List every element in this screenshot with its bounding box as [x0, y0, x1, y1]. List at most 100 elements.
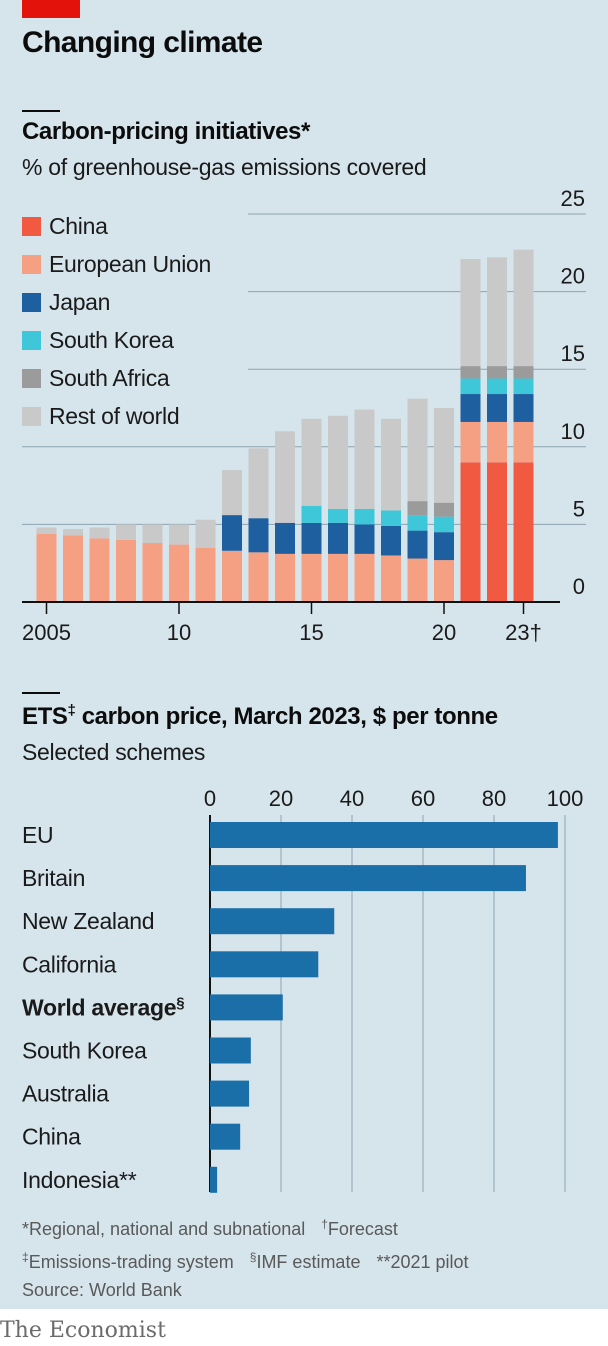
bar-european-union-2011: [195, 547, 216, 602]
bar-rest-of-world-2008: [116, 524, 136, 540]
x-tick-label: 15: [299, 620, 323, 645]
footnote-source: Source: World Bank: [22, 1280, 182, 1300]
bar-south-africa-2021: [460, 366, 481, 379]
bar-japan-2018: [381, 525, 401, 556]
legend-swatch-rest-of-world: [22, 406, 41, 426]
bar-european-union-2020: [434, 560, 454, 602]
legend-label-rest-of-world: Rest of world: [49, 402, 180, 429]
bar-indonesia: [210, 1166, 218, 1193]
footnote-ets-mark: ‡: [22, 1250, 29, 1264]
bar-rest-of-world-2010: [169, 524, 189, 545]
brand-red-tag: [22, 0, 80, 18]
legend-item-european-union: European Union: [22, 250, 212, 277]
y-tick-label: 10: [561, 419, 585, 444]
bar-japan-2023: [513, 394, 534, 422]
legend-swatch-japan: [22, 292, 41, 312]
bar-european-union-2005: [36, 533, 57, 602]
bar-european-union-2017: [354, 553, 375, 602]
bar-rest-of-world-2005: [36, 527, 57, 534]
bar-south-africa-2022: [487, 366, 507, 379]
footnotes: *Regional, national and subnational †Fore…: [22, 1210, 469, 1304]
bar-japan-2020: [434, 532, 454, 561]
bar-japan-2021: [460, 394, 481, 422]
legend-swatch-european-union: [22, 254, 41, 274]
bar-south-korea-2015: [301, 505, 322, 523]
legend-label-european-union: European Union: [49, 250, 212, 277]
bar-european-union-2009: [142, 543, 163, 602]
legend-swatch-china: [22, 216, 41, 236]
x-tick-label: 60: [411, 786, 435, 811]
footnote-imf: IMF estimate: [256, 1252, 361, 1272]
category-label-new-zealand: New Zealand: [22, 908, 154, 934]
y-tick-label: 20: [561, 264, 585, 289]
y-tick-label: 0: [573, 574, 585, 599]
bar-rest-of-world-2017: [354, 409, 375, 509]
bar-china: [210, 1123, 241, 1150]
chart2-title-rest: carbon price, March 2023, $ per tonne: [75, 703, 498, 730]
bar-european-union-2013: [248, 552, 269, 602]
bar-japan-2016: [328, 522, 348, 554]
stacked-bar-chart: 0 5 10 15 20 25 2005 10 15 20 23†: [22, 186, 586, 645]
bar-rest-of-world-2022: [487, 257, 507, 367]
main-title: Changing climate: [22, 26, 263, 59]
bar-eu: [210, 822, 558, 848]
footnote-line-2: ‡Emissions-trading system §IMF estimate **…: [22, 1243, 469, 1276]
y-tick-label: 5: [573, 496, 585, 521]
bar-japan-2012: [222, 515, 242, 551]
category-label-eu: EU: [22, 822, 53, 848]
x-tick-label: 20: [269, 786, 293, 811]
economist-brand: The Economist: [0, 1318, 166, 1343]
category-label-china: China: [22, 1124, 81, 1150]
category-label-mark: §: [176, 994, 184, 1011]
legend-label-china: China: [49, 212, 108, 239]
bar-south-korea-2018: [381, 510, 401, 526]
category-label-world-average: World average§: [22, 994, 184, 1020]
bar-south-korea-2021: [460, 378, 481, 395]
bar-european-union-2012: [222, 550, 242, 602]
bar-rest-of-world-2020: [434, 408, 454, 503]
bar-japan-2015: [301, 522, 322, 554]
footnote-imf-mark: §: [249, 1250, 257, 1264]
x-tick-label: 100: [547, 786, 584, 811]
bar-rest-of-world-2016: [328, 415, 348, 509]
x-tick-label: 0: [204, 786, 216, 811]
chart2-title-main: ETS: [22, 703, 68, 730]
bar-european-union-2006: [63, 535, 83, 602]
chart1-title-rule: [22, 110, 60, 112]
bar-south-africa-2019: [407, 501, 428, 516]
bar-new-zealand: [210, 908, 335, 935]
x-tick-label: 10: [167, 620, 191, 645]
legend-label-south-africa: South Africa: [49, 364, 170, 391]
category-label-california: California: [22, 951, 117, 977]
x-tick-label: 40: [340, 786, 364, 811]
bar-rest-of-world-2015: [301, 418, 322, 506]
bar-european-union-2018: [381, 555, 401, 602]
bar-rest-of-world-2007: [89, 527, 110, 539]
footnote-pilot: **2021 pilot: [376, 1252, 469, 1272]
bar-rest-of-world-2023: [513, 249, 534, 367]
bar-european-union-2015: [301, 553, 322, 602]
x-tick-label: 2005: [22, 620, 71, 645]
bar-south-korea-2020: [434, 516, 454, 533]
bar-japan-2019: [407, 530, 428, 559]
bar-rest-of-world-2021: [460, 259, 481, 367]
category-label-south-korea: South Korea: [22, 1038, 147, 1064]
legend-label-south-korea: South Korea: [49, 326, 174, 353]
bar-california: [210, 951, 319, 978]
bar-world-average: [210, 994, 283, 1021]
bar-south-africa-2023: [513, 366, 534, 379]
bar-rest-of-world-2012: [222, 470, 242, 516]
legend-item-south-korea: South Korea: [22, 326, 174, 353]
bar-china-2023: [513, 462, 534, 602]
bar-european-union-2022: [487, 421, 507, 463]
bar-south-korea-2019: [407, 515, 428, 531]
y-tick-label: 15: [561, 341, 585, 366]
bar-european-union-2023: [513, 421, 534, 463]
footnote-regional: *Regional, national and subnational: [22, 1219, 306, 1239]
chart-panel: Changing climate Carbon-pricing initiati…: [0, 0, 608, 1309]
bar-european-union-2016: [328, 553, 348, 602]
category-label-indonesia: Indonesia**: [22, 1167, 137, 1193]
bar-european-union-2007: [89, 538, 110, 602]
footnote-forecast-mark: †: [321, 1217, 328, 1231]
chart2-title-mark: ‡: [67, 702, 76, 719]
